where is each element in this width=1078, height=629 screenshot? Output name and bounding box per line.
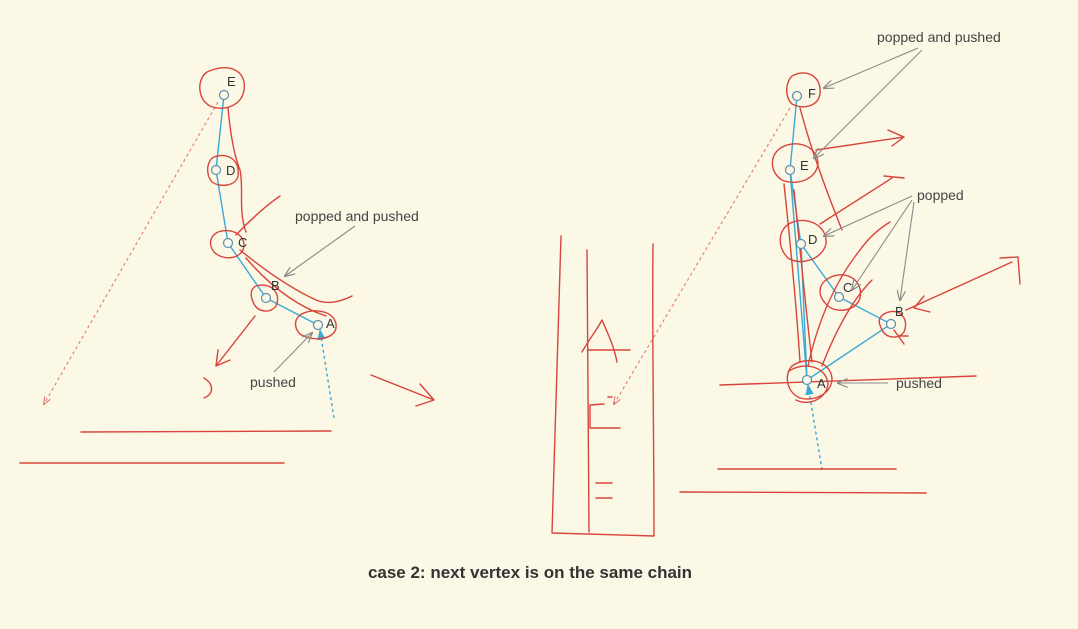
- right-ink-mid-2: [821, 279, 873, 367]
- right-circle-b: [878, 310, 907, 338]
- right-annotation-arrow-f: [824, 47, 919, 88]
- left-incoming-edge: [317, 328, 335, 419]
- left-annotation-arrow-2: [273, 333, 312, 373]
- right-chain-edges: [789, 95, 893, 381]
- right-vertex-d-point: [795, 238, 807, 250]
- slide-caption: case 2: next vertex is on the same chain: [367, 563, 693, 582]
- left-ink-baseline-1: [80, 430, 332, 433]
- right-vertex-a-label: A: [817, 376, 826, 391]
- stack-glyph-e: [595, 482, 613, 499]
- stack-glyph-a: [581, 319, 631, 363]
- right-annotation-popped-and-pushed: popped and pushed: [877, 29, 1001, 45]
- right-ink-upper: [799, 107, 843, 231]
- left-vertex-d-point: [210, 164, 222, 176]
- left-vertex-e-point: [218, 89, 230, 101]
- right-annotation-popped: popped: [917, 187, 964, 203]
- stack-sketch: [551, 235, 655, 537]
- right-ink-left-1: [783, 183, 801, 363]
- right-vertex-e-label: E: [800, 158, 809, 173]
- right-vertex-b-label: B: [895, 304, 904, 319]
- right-ink-baseline-2: [679, 491, 927, 494]
- left-vertex-b-label: B: [271, 278, 280, 293]
- right-circle-f: [786, 72, 821, 108]
- left-vertex-d-label: D: [226, 163, 235, 178]
- right-incoming-edge: [805, 383, 823, 471]
- stack-divider: [586, 249, 590, 533]
- left-vertex-e-label: E: [227, 74, 236, 89]
- right-vertex-f-label: F: [808, 86, 816, 101]
- left-circle-e: [199, 67, 245, 109]
- left-ink-arrow-right: [370, 374, 435, 407]
- right-cursor-cross: [893, 329, 909, 345]
- right-circle-d: [779, 219, 827, 263]
- left-ink-hook: [203, 377, 213, 399]
- left-annotation-popped-and-pushed: popped and pushed: [295, 208, 419, 224]
- right-vertex-f-point: [791, 90, 803, 102]
- left-vertex-b-point: [260, 292, 272, 304]
- right-ink-left-2: [793, 189, 813, 363]
- right-ink-sweep-line: [719, 375, 977, 386]
- right-vertex-c-point: [833, 291, 845, 303]
- left-circle-a: [294, 310, 337, 340]
- left-circle-b: [250, 284, 279, 312]
- right-circle-c: [819, 274, 862, 311]
- right-annotation-arrow-e: [814, 49, 923, 158]
- right-vertex-b-point: [885, 318, 897, 330]
- right-annotation-arrow-d: [824, 195, 913, 236]
- stack-glyph-c: [589, 403, 621, 429]
- left-diagram: E D C B A popped and pushed pushed: [19, 67, 435, 464]
- right-ink-arrow-b-tip: [913, 295, 931, 313]
- right-vertex-e-point: [784, 164, 796, 176]
- left-ink-tick: [235, 195, 281, 236]
- right-circle-a-2: [787, 365, 829, 403]
- right-ink-mid: [807, 221, 891, 367]
- right-vertex-c-label: C: [843, 280, 852, 295]
- left-ink-lower: [239, 249, 353, 304]
- right-ink-arrow-d: [819, 175, 905, 225]
- right-dashed-diagonal: [614, 107, 791, 404]
- left-circle-d: [207, 154, 239, 187]
- left-ink-upper: [227, 107, 247, 233]
- left-vertex-a-point: [312, 319, 324, 331]
- left-ink-arrow-down: [215, 315, 256, 367]
- right-annotation-pushed: pushed: [896, 375, 942, 391]
- right-circle-e: [771, 143, 819, 183]
- left-annotation-pushed: pushed: [250, 374, 296, 390]
- left-vertex-c-point: [222, 237, 234, 249]
- stack-outline: [551, 235, 655, 537]
- right-annotation-arrow-c: [852, 199, 913, 290]
- left-vertex-a-label: A: [326, 316, 335, 331]
- left-annotation-arrow-1: [285, 225, 356, 276]
- right-edge-a-e: [789, 169, 808, 381]
- left-ink-lower2: [245, 257, 327, 317]
- right-ink-arrow-b: [905, 256, 1021, 311]
- right-diagram: F E D C B A popped and pushed popped pus…: [614, 29, 1021, 494]
- right-vertex-a-point: [801, 374, 813, 386]
- right-vertex-d-label: D: [808, 232, 817, 247]
- left-vertex-c-label: C: [238, 235, 247, 250]
- right-ink-arrow-e: [815, 129, 905, 151]
- right-annotation-arrow-b: [900, 201, 915, 300]
- left-dashed-diagonal: [44, 101, 219, 404]
